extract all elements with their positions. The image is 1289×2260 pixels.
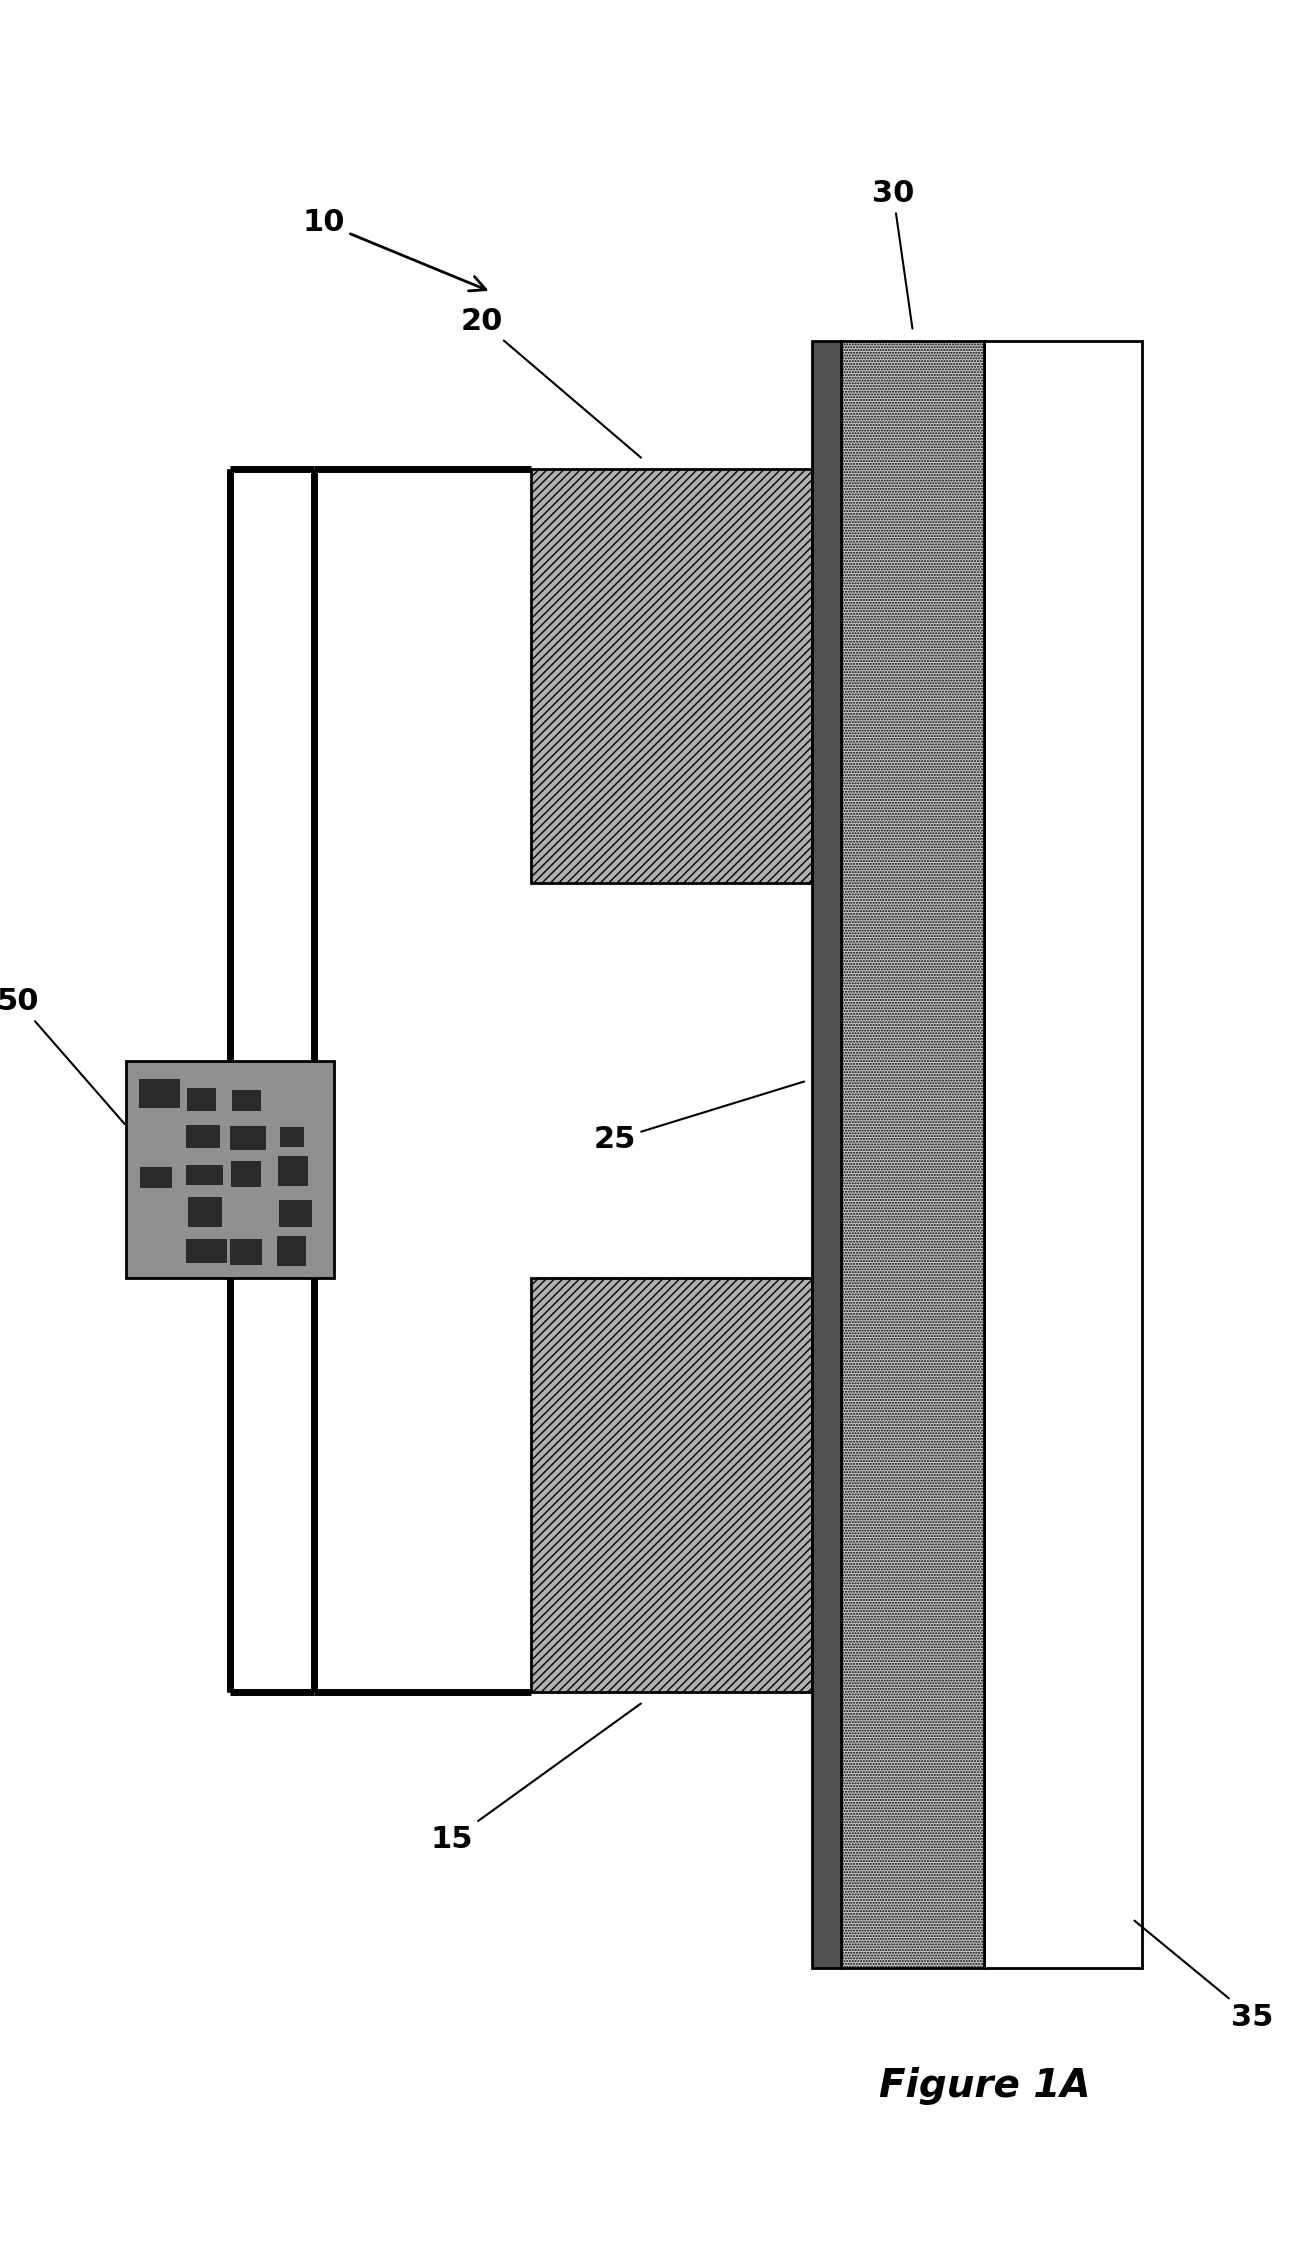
Bar <box>188 1198 222 1227</box>
Text: 30: 30 <box>871 179 914 328</box>
Bar <box>186 1166 223 1186</box>
Bar <box>812 341 842 1968</box>
Text: 10: 10 <box>303 208 486 292</box>
Text: 15: 15 <box>431 1704 641 1855</box>
Bar <box>531 1277 812 1693</box>
Bar <box>186 1238 227 1263</box>
Text: 25: 25 <box>593 1083 804 1155</box>
Bar <box>985 341 1142 1968</box>
Bar <box>126 1060 334 1277</box>
Text: 50: 50 <box>0 988 125 1123</box>
Bar <box>139 1078 179 1107</box>
Bar <box>277 1236 305 1266</box>
Text: 35: 35 <box>1134 1921 1274 2032</box>
Bar <box>141 1166 173 1189</box>
Bar <box>842 341 985 1968</box>
Bar <box>277 1157 308 1187</box>
Bar <box>531 470 812 884</box>
Bar <box>229 1125 266 1150</box>
Bar <box>232 1089 262 1112</box>
Bar <box>231 1162 260 1187</box>
Bar <box>186 1125 220 1148</box>
Bar <box>231 1238 263 1266</box>
Bar <box>187 1089 217 1112</box>
Bar <box>280 1128 303 1148</box>
Text: Figure 1A: Figure 1A <box>879 2068 1090 2106</box>
Bar <box>280 1200 312 1227</box>
Text: 20: 20 <box>460 307 641 459</box>
